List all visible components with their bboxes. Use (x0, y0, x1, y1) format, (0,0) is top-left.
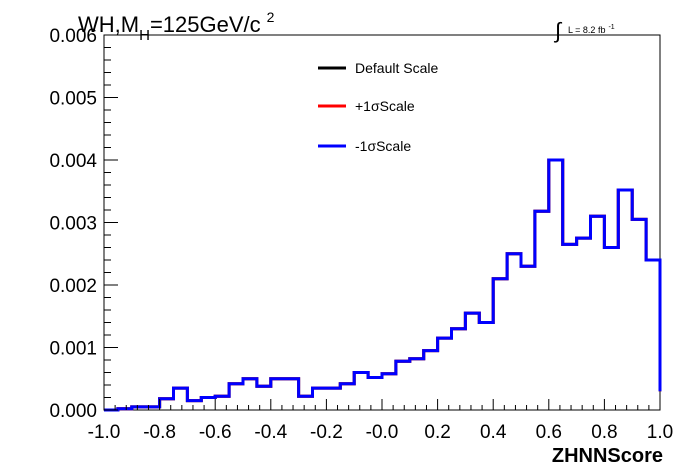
y-tick-label: 0.001 (49, 339, 97, 360)
x-tick-label: -0.2 (310, 422, 343, 443)
x-axis-title: ZHNNScore (552, 445, 663, 467)
x-tick-label: -0.8 (143, 422, 176, 443)
y-tick-label: 0.006 (49, 26, 97, 47)
x-tick-label: 0.8 (591, 422, 617, 443)
y-tick-label: 0.000 (49, 401, 97, 422)
chart-title: WH,MH=125GeV/c 2 (78, 9, 275, 44)
x-tick-label: 0.6 (536, 422, 562, 443)
x-tick-label: 0.4 (480, 422, 507, 443)
x-tick-label: 1.0 (647, 422, 673, 443)
plot-frame (103, 34, 661, 411)
y-tick-label: 0.005 (49, 89, 97, 110)
title-main: =125GeV/c (150, 12, 261, 37)
legend-label-2: -1σScale (355, 138, 411, 154)
lumi-label: L = 8.2 fb -1 (568, 24, 615, 35)
series-group (104, 158, 662, 412)
axis-group: -1.0 -0.8 -0.6 -0.4 -0.2 -0.0 0.2 0.4 0.6 0.8 1.0 0… (49, 26, 673, 443)
x-tick-label: -0.0 (366, 422, 399, 443)
x-tick-label: -0.4 (254, 422, 287, 443)
lumi-text: L = 8.2 fb (568, 25, 605, 35)
legend-label-0: Default Scale (355, 60, 438, 76)
y-tick-label: 0.002 (49, 276, 97, 297)
integral-symbol: ∫ (553, 18, 563, 43)
title-superscript: 2 (267, 9, 275, 25)
title-prefix: WH,M (78, 12, 139, 37)
series-line-2 (104, 158, 662, 412)
legend: Default Scale +1σScale -1σScale (318, 60, 438, 154)
x-tick-label: 0.2 (424, 422, 450, 443)
x-tick-label: -0.6 (199, 422, 232, 443)
y-tick-label: 0.003 (49, 214, 97, 235)
y-tick-label: 0.004 (49, 151, 97, 172)
lumi-superscript: -1 (608, 24, 614, 31)
x-tick-label: -1.0 (88, 422, 121, 443)
legend-label-1: +1σScale (355, 98, 415, 114)
